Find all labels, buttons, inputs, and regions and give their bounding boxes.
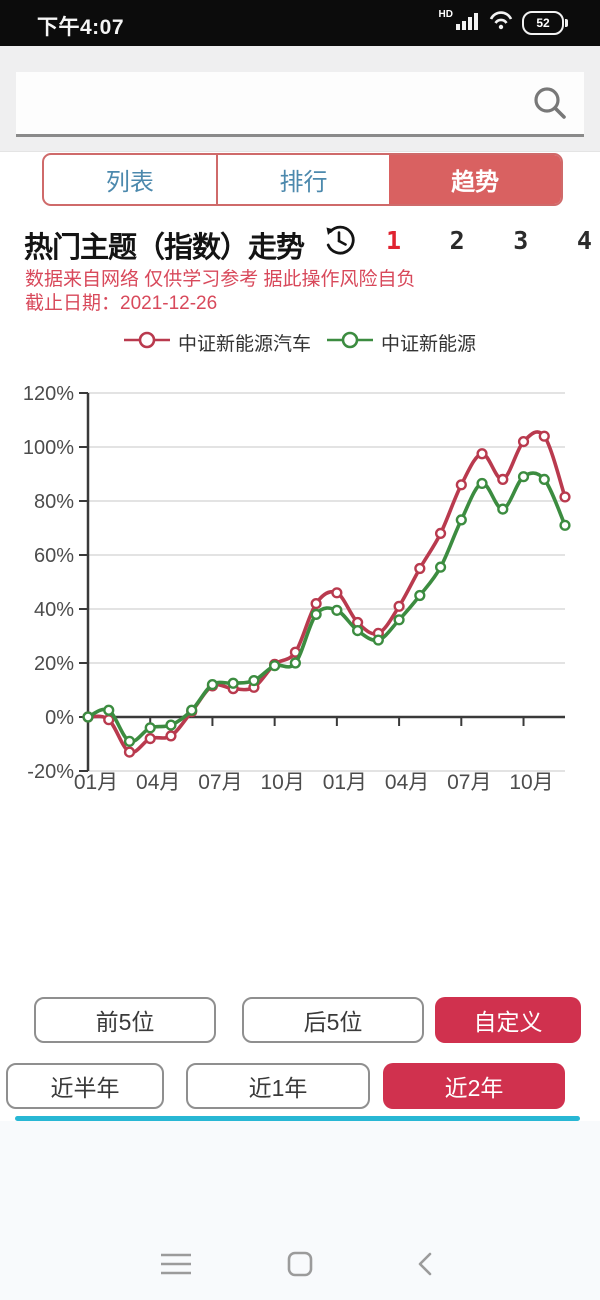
status-icons: HD 52 bbox=[439, 0, 568, 46]
svg-text:100%: 100% bbox=[23, 437, 74, 459]
svg-text:07月: 07月 bbox=[198, 771, 242, 794]
scroll-indicator-bar bbox=[15, 1116, 580, 1121]
battery-icon: 52 bbox=[522, 11, 568, 35]
top5-button[interactable]: 前5位 bbox=[34, 997, 216, 1043]
tab-trend[interactable]: 趋势 bbox=[389, 155, 561, 204]
svg-text:-20%: -20% bbox=[27, 761, 74, 783]
battery-percent: 52 bbox=[522, 11, 564, 35]
legend-marker-red-icon bbox=[123, 331, 170, 354]
custom-button[interactable]: 自定义 bbox=[435, 997, 581, 1043]
svg-text:01月: 01月 bbox=[323, 771, 367, 794]
two-year-button[interactable]: 近2年 bbox=[383, 1063, 565, 1109]
svg-text:10月: 10月 bbox=[509, 771, 553, 794]
search-icon[interactable] bbox=[530, 84, 570, 129]
wifi-icon bbox=[489, 11, 513, 35]
legend-label-ev: 中证新能源汽车 bbox=[177, 334, 311, 355]
page-number-2[interactable]: 2 bbox=[449, 226, 465, 255]
svg-text:80%: 80% bbox=[34, 491, 74, 513]
home-icon[interactable] bbox=[287, 1251, 313, 1282]
page-title: 热门主题（指数）走势 bbox=[24, 232, 305, 264]
status-bar: 下午4:07 HD 52 bbox=[0, 0, 600, 46]
history-clock-icon[interactable] bbox=[322, 224, 356, 263]
page-number-1[interactable]: 1 bbox=[386, 226, 402, 255]
svg-text:07月: 07月 bbox=[447, 771, 491, 794]
tab-list[interactable]: 列表 bbox=[105, 169, 154, 196]
one-year-button[interactable]: 近1年 bbox=[186, 1063, 370, 1109]
disclaimer-line2: 截止日期：2021-12-26 bbox=[25, 293, 218, 314]
menu-icon[interactable] bbox=[160, 1252, 192, 1281]
half-year-button[interactable]: 近半年 bbox=[6, 1063, 164, 1109]
page-number-3[interactable]: 3 bbox=[513, 226, 529, 255]
back-icon[interactable] bbox=[413, 1251, 439, 1282]
svg-text:0%: 0% bbox=[45, 707, 74, 729]
search-input[interactable] bbox=[16, 72, 584, 137]
legend-item-newenergy: 中证新能源 bbox=[327, 329, 476, 356]
legend-label-newenergy: 中证新能源 bbox=[381, 334, 477, 355]
svg-text:04月: 04月 bbox=[136, 771, 180, 794]
svg-text:04月: 04月 bbox=[385, 771, 429, 794]
page-number-4[interactable]: 4 bbox=[576, 226, 592, 255]
svg-text:20%: 20% bbox=[34, 653, 74, 675]
chart-legend: 中证新能源汽车 中证新能源 bbox=[0, 329, 600, 356]
tab-rank[interactable]: 排行 bbox=[215, 155, 390, 204]
signal-icon bbox=[456, 11, 480, 36]
legend-marker-green-icon bbox=[327, 331, 373, 354]
svg-text:40%: 40% bbox=[34, 599, 74, 621]
legend-item-ev: 中证新能源汽车 bbox=[123, 329, 311, 356]
tab-group: 列表 排行 趋势 bbox=[42, 153, 563, 206]
bottom-area bbox=[0, 1121, 600, 1300]
clock-time: 下午4:07 bbox=[37, 16, 125, 39]
svg-text:60%: 60% bbox=[34, 545, 74, 567]
hd-icon: HD bbox=[438, 9, 453, 20]
disclaimer-line1: 数据来自网络 仅供学习参考 据此操作风险自负 bbox=[25, 269, 416, 290]
svg-text:10月: 10月 bbox=[260, 771, 304, 794]
trend-line-chart: 120%100%80%60%40%20%0%-20% 01月 04月 07月 10月 01… bbox=[23, 383, 571, 794]
page-number-row: 1 2 3 4 bbox=[386, 226, 592, 255]
disclaimer: 数据来自网络 仅供学习参考 据此操作风险自负 截止日期：2021-12-26 bbox=[25, 268, 416, 316]
search-strip bbox=[0, 46, 600, 152]
svg-text:01月: 01月 bbox=[74, 771, 118, 794]
svg-text:120%: 120% bbox=[23, 383, 74, 405]
bottom5-button[interactable]: 后5位 bbox=[242, 997, 424, 1043]
